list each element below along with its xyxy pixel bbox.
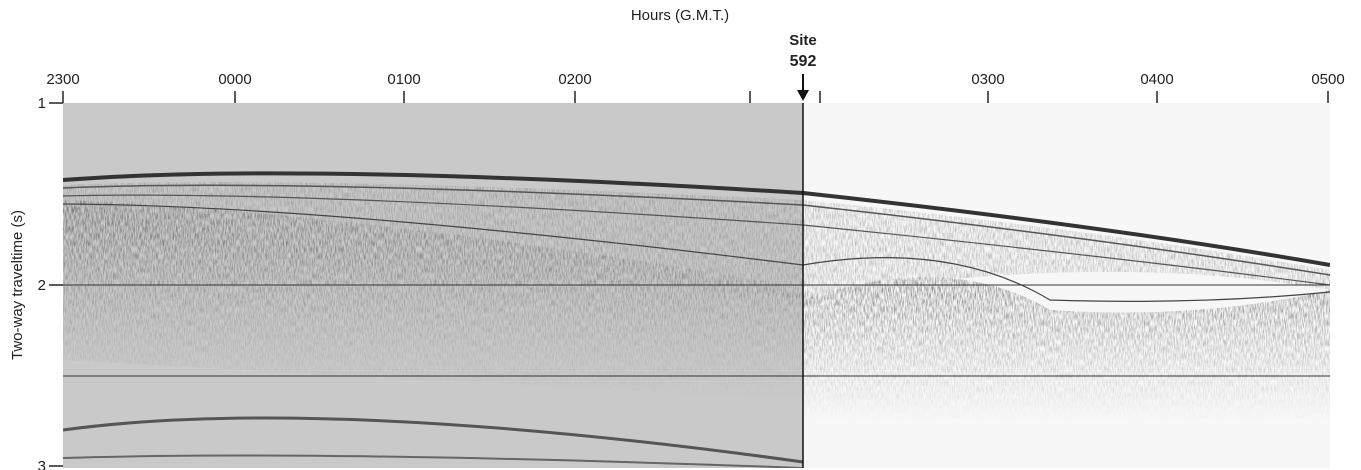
- x-tick-label: 0000: [218, 71, 251, 88]
- seismic-profile: Hours (G.M.T.) Site 592 2300 0000 0100 0200…: [0, 0, 1361, 470]
- x-tick-label: 0200: [558, 71, 591, 88]
- x-tick-label: 0400: [1140, 71, 1173, 88]
- site-label: Site: [789, 32, 817, 49]
- site-arrow-head: [797, 90, 809, 101]
- y-axis-label: Two-way traveltime (s): [9, 210, 26, 360]
- y-tick-label: 3: [38, 458, 46, 470]
- y-tick-label: 1: [38, 95, 46, 112]
- y-tick-label: 2: [38, 277, 46, 294]
- x-axis: 2300 0000 0100 0200 0300 0400 0500: [46, 71, 1344, 103]
- record: [63, 103, 1330, 468]
- x-tick-label: 0100: [387, 71, 420, 88]
- x-tick-label: 2300: [46, 71, 79, 88]
- y-axis: 1 2 3: [38, 95, 63, 470]
- page: {"title": "Hours (G.M.T.)", "site": {"la…: [0, 0, 1361, 470]
- site-number: 592: [790, 53, 817, 70]
- axis-title: Hours (G.M.T.): [631, 7, 729, 24]
- x-tick-label: 0300: [971, 71, 1004, 88]
- x-tick-label: 0500: [1311, 71, 1344, 88]
